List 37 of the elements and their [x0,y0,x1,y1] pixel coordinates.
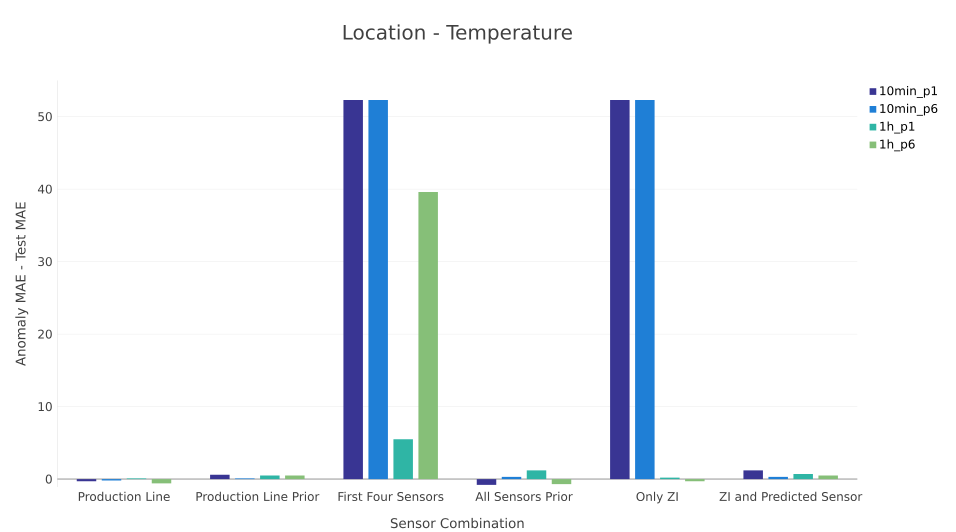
x-tick-label: Production Line Prior [196,492,320,502]
bar [793,474,813,480]
x-axis-title: Sensor Combination [390,518,524,528]
bar [393,439,413,480]
bar [476,479,496,485]
bar [743,470,763,480]
legend-label: 10min_p6 [880,104,938,116]
x-tick-label: ZI and Predicted Sensor [720,492,862,502]
x-tick-label: All Sensors Prior [475,492,573,502]
bar [818,475,838,480]
x-tick-label: Production Line [78,492,170,502]
y-tick-label: 0 [46,474,52,484]
y-tick-label: 20 [38,330,52,339]
x-tick-label: Only ZI [636,492,678,504]
bar [368,100,388,480]
x-tick-label: First Four Sensors [338,492,444,502]
bar [285,475,305,480]
legend-label: 1h_p6 [880,139,915,152]
legend-label: 1h_p1 [880,122,914,134]
bar [152,479,172,484]
bar [526,470,546,480]
y-axis-title: Anomaly MAE - Test MAE [15,202,28,366]
chart-title: Location - Temperature [344,24,572,44]
bar [552,479,572,484]
y-tick-label: 10 [38,402,52,412]
bar [502,476,522,480]
bar [210,474,230,480]
bar [260,475,280,480]
y-tick-label: 30 [38,257,52,266]
y-tick-label: 40 [38,184,52,194]
bar [418,192,438,480]
bar [635,100,655,480]
bar [610,100,630,480]
legend-label: 10min_p1 [880,86,937,98]
bar [343,100,363,480]
bar [768,476,788,480]
y-tick-label: 50 [38,112,52,122]
